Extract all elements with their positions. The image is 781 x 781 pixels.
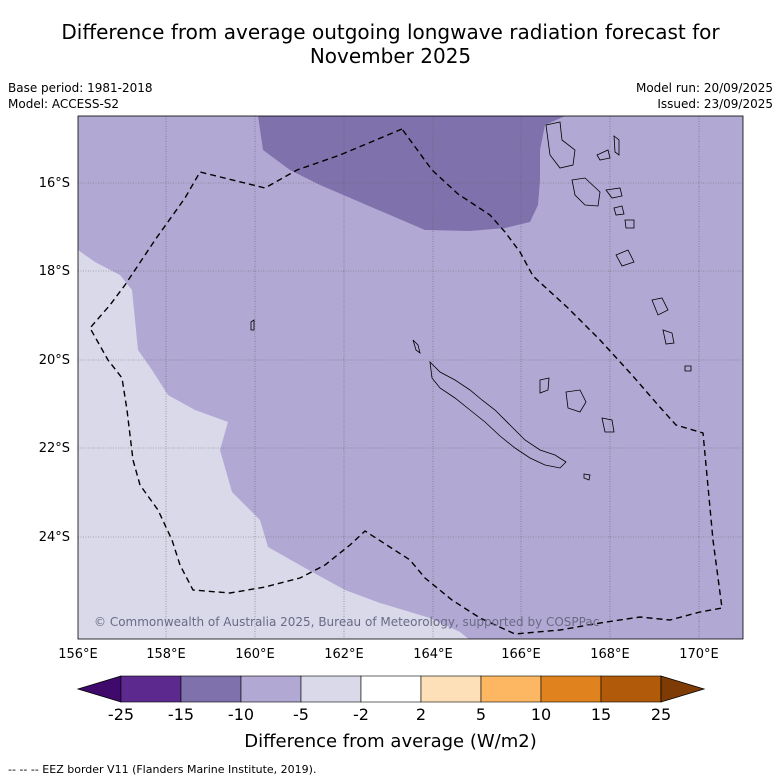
title-line-1: Difference from average outgoing longwav… — [61, 20, 720, 44]
island-loyalty-2 — [565, 389, 587, 413]
island-pines — [583, 473, 591, 481]
island-small-east — [684, 365, 692, 372]
island-loyalty-1 — [539, 377, 550, 394]
colorbar-segment — [300, 675, 362, 703]
island-ambrym — [605, 187, 623, 199]
region-light — [78, 250, 469, 639]
eez-legend: -- -- -- EEZ border V11 (Flanders Marine… — [8, 763, 317, 776]
lon-label-162e: 162°E — [324, 647, 364, 662]
island-new-caledonia — [429, 360, 567, 469]
island-belep — [412, 339, 421, 354]
lon-label-164e: 164°E — [413, 647, 453, 662]
colorbar — [76, 675, 706, 703]
lon-label-156e: 156°E — [58, 647, 98, 662]
colorbar-extend-low — [76, 675, 122, 703]
islands — [250, 121, 692, 481]
island-pentecost — [596, 149, 611, 161]
lon-label-168e: 168°E — [590, 647, 630, 662]
model-name: Model: ACCESS-S2 — [8, 97, 120, 111]
lat-label-22s: 22°S — [38, 441, 70, 456]
lon-label-170e: 170°E — [679, 647, 719, 662]
colorbar-tick-label: 25 — [650, 705, 672, 724]
colorbar-tick-label: 15 — [590, 705, 612, 724]
colorbar-segment — [600, 675, 662, 703]
colorbar-extend-high — [660, 675, 706, 703]
gridlines — [78, 116, 743, 639]
island-maewo — [613, 135, 620, 156]
colorbar-segment — [120, 675, 182, 703]
colorbar-segment — [180, 675, 242, 703]
colorbar-segment — [360, 675, 422, 703]
meta-left: Base period: 1981-2018 Model: ACCESS-S2 — [8, 80, 153, 112]
colorbar-segment — [240, 675, 302, 703]
island-efate — [624, 219, 635, 229]
lat-label-18s: 18°S — [38, 264, 70, 279]
region-dark — [258, 116, 565, 231]
island-malekula — [571, 177, 601, 207]
lat-label-16s: 16°S — [38, 176, 70, 191]
colorbar-tick-label: -10 — [227, 705, 255, 724]
colorbar-segment — [540, 675, 602, 703]
colorbar-segment — [420, 675, 482, 703]
lat-label-24s: 24°S — [38, 530, 70, 545]
copyright-text: © Commonwealth of Australia 2025, Bureau… — [94, 615, 599, 629]
island-chesterfield — [250, 319, 255, 331]
meta-right: Model run: 20/09/2025 Issued: 23/09/2025 — [636, 80, 773, 112]
colorbar-tick-label: 10 — [530, 705, 552, 724]
colorbar-tick-label: 2 — [415, 705, 427, 724]
chart-title: Difference from average outgoing longwav… — [0, 20, 781, 68]
issued-date: Issued: 23/09/2025 — [657, 97, 773, 111]
map-frame — [77, 115, 744, 640]
lat-label-20s: 20°S — [38, 353, 70, 368]
island-erromango — [615, 249, 635, 267]
island-tanna — [651, 297, 669, 316]
model-run: Model run: 20/09/2025 — [635, 81, 773, 95]
colorbar-segment — [480, 675, 542, 703]
colorbar-tick-label: -5 — [293, 705, 309, 724]
title-line-2: November 2025 — [309, 44, 472, 68]
colorbar-tick-label: -2 — [353, 705, 369, 724]
colorbar-title: Difference from average (W/m2) — [244, 731, 537, 752]
colorbar-tick-label: 5 — [475, 705, 487, 724]
base-period: Base period: 1981-2018 — [8, 81, 153, 95]
lon-label-160e: 160°E — [235, 647, 275, 662]
eez-border — [89, 128, 723, 635]
lon-label-166e: 166°E — [501, 647, 541, 662]
lon-label-158e: 158°E — [146, 647, 186, 662]
island-santo — [545, 121, 576, 169]
colorbar-tick-label: -25 — [107, 705, 135, 724]
colorbar-tick-label: -15 — [167, 705, 195, 724]
island-loyalty-3 — [601, 417, 615, 433]
island-epi — [613, 205, 625, 216]
island-aneityum — [662, 329, 675, 345]
